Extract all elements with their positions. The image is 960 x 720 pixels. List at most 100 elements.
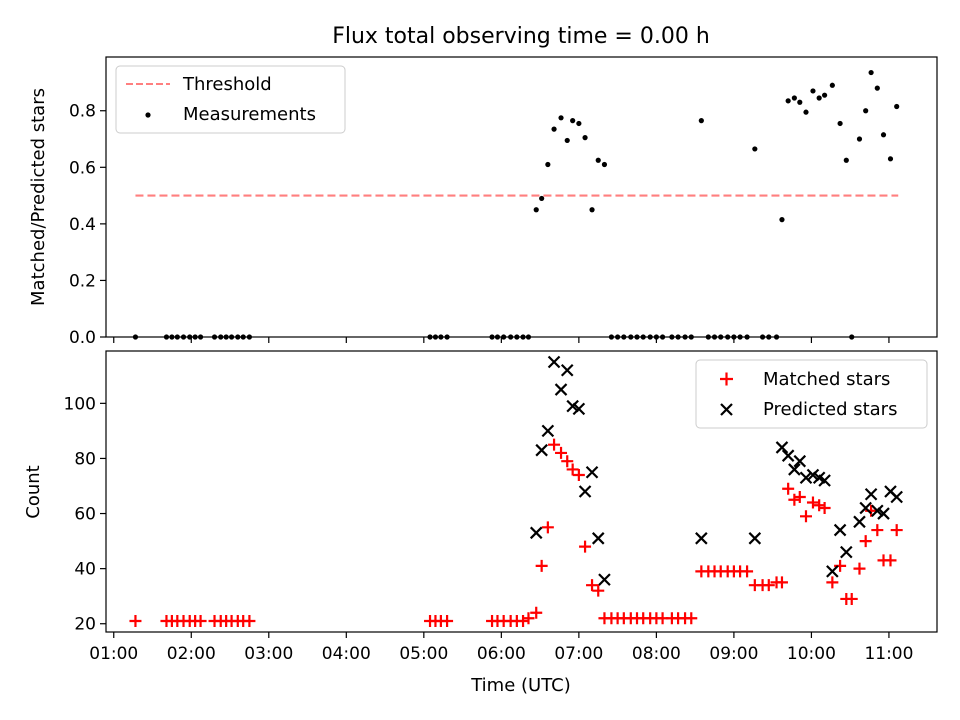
predicted-star-marker — [585, 465, 599, 479]
predicted-star-marker — [547, 355, 561, 369]
matched-star-marker — [834, 559, 847, 572]
measurement-point — [752, 146, 758, 152]
predicted-star-marker — [572, 402, 586, 416]
ratio-y-tick-label: 0.6 — [69, 158, 96, 178]
measurement-point — [856, 136, 863, 142]
measurement-point — [785, 98, 791, 104]
predicted-star-marker — [781, 449, 795, 462]
matched-star-marker — [572, 468, 585, 481]
matched-star-marker — [517, 614, 530, 627]
predicted-star-marker — [818, 474, 831, 487]
matched-star-marker — [592, 584, 605, 597]
matched-star-marker — [522, 612, 535, 625]
count-y-tick-label: 40 — [74, 560, 96, 580]
ratio-y-tick-label: 0.0 — [69, 328, 96, 348]
measurement-point — [803, 109, 809, 115]
measurement-point — [545, 161, 551, 168]
matched-star-marker — [243, 614, 256, 627]
predicted-star-marker — [560, 364, 574, 377]
predicted-star-marker — [826, 565, 839, 578]
count-axis-ticks: 20 40 60 80 100 01:00 02:00 03:00 04:00 05:00 06:0… — [64, 394, 914, 664]
x-tick-label: 06:00 — [477, 644, 526, 664]
x-tick-label: 08:00 — [632, 644, 681, 664]
measurement-point — [595, 157, 601, 163]
measurement-point — [829, 82, 835, 88]
matched-star-marker — [541, 521, 554, 534]
matched-star-marker — [441, 614, 454, 627]
matched-star-marker — [799, 510, 812, 523]
measurement-point — [576, 120, 582, 127]
x-tick-label: 11:00 — [864, 644, 913, 664]
measurement-point — [887, 156, 894, 162]
x-tick-label: 02:00 — [167, 644, 216, 664]
measurement-point — [837, 120, 843, 127]
predicted-star-marker — [864, 487, 878, 501]
predicted-star-marker — [535, 443, 548, 457]
measurement-point — [797, 99, 803, 105]
predicted-star-marker — [554, 383, 568, 396]
x-tick-label: 05:00 — [399, 644, 448, 664]
measurement-point — [601, 161, 608, 168]
predicted-star-marker — [859, 501, 872, 515]
ratio-y-axis-label: Matched/Predicted stars — [28, 88, 49, 306]
predicted-star-marker — [840, 545, 853, 559]
ratio-legend: Threshold Measurements — [115, 65, 346, 134]
measurement-point — [539, 195, 545, 202]
predicted-stars-legend-label: Predicted stars — [763, 399, 897, 420]
predicted-star-marker — [566, 399, 579, 413]
x-tick-label: 01:00 — [89, 644, 138, 664]
matched-star-marker — [890, 524, 903, 537]
chart-title: Flux total observing time = 0.00 h — [332, 24, 710, 49]
predicted-star-marker — [748, 532, 762, 545]
matched-star-marker — [535, 559, 548, 572]
measurements-legend-label: Measurements — [183, 104, 316, 125]
ratio-panel: 0.00.20.40.60.8 Matched/Predicted stars … — [28, 56, 938, 348]
count-legend: Matched stars Predicted stars — [695, 359, 928, 429]
x-axis-label: Time (UTC) — [470, 675, 571, 696]
measurement-point — [582, 135, 588, 141]
matched-star-marker — [129, 614, 142, 627]
matched-star-marker — [818, 502, 831, 515]
predicted-star-marker — [853, 515, 866, 529]
ratio-y-tick-label: 0.8 — [69, 102, 96, 122]
measurement-point — [791, 95, 797, 101]
matched-star-marker — [845, 592, 858, 605]
measurement-point — [821, 92, 828, 98]
ratio-y-tick-label: 0.4 — [69, 215, 96, 235]
count-y-tick-label: 20 — [74, 615, 96, 635]
ratio-axis-ticks: 0.0 0.2 0.4 0.6 0.8 — [69, 102, 890, 348]
legend-box — [695, 359, 928, 429]
matched-star-marker — [548, 438, 561, 451]
count-plot-area — [129, 355, 903, 627]
measurement-point — [564, 137, 570, 144]
ratio-y-tick-label: 0.2 — [69, 271, 96, 291]
measurement-point — [874, 85, 880, 91]
count-y-tick-label: 80 — [74, 449, 96, 469]
measurement-point — [533, 207, 539, 213]
measurement-point — [843, 157, 849, 163]
measurement-point — [863, 108, 869, 114]
matched-star-marker — [813, 499, 826, 512]
measurement-point — [868, 69, 874, 76]
matched-star-marker — [884, 554, 897, 567]
matched-star-marker — [775, 576, 788, 589]
predicted-star-marker — [877, 507, 890, 520]
matched-star-marker — [826, 576, 839, 589]
measurement-point — [570, 118, 576, 124]
predicted-star-marker — [788, 463, 801, 476]
predicted-star-marker — [833, 523, 847, 537]
predicted-star-marker — [695, 532, 708, 545]
matched-star-marker — [561, 455, 574, 468]
measurement-point — [779, 217, 785, 223]
count-y-tick-label: 60 — [74, 505, 96, 525]
measurement-point — [558, 115, 564, 121]
ratio-axes-frame — [105, 56, 938, 338]
matched-star-marker — [530, 606, 543, 619]
measurement-point — [816, 95, 822, 101]
predicted-star-marker — [775, 441, 789, 454]
measurement-point — [880, 132, 887, 138]
matched-star-marker — [586, 579, 599, 592]
measurements-legend-swatch — [145, 112, 151, 118]
measurement-point — [894, 103, 900, 110]
matched-star-marker — [741, 565, 754, 578]
